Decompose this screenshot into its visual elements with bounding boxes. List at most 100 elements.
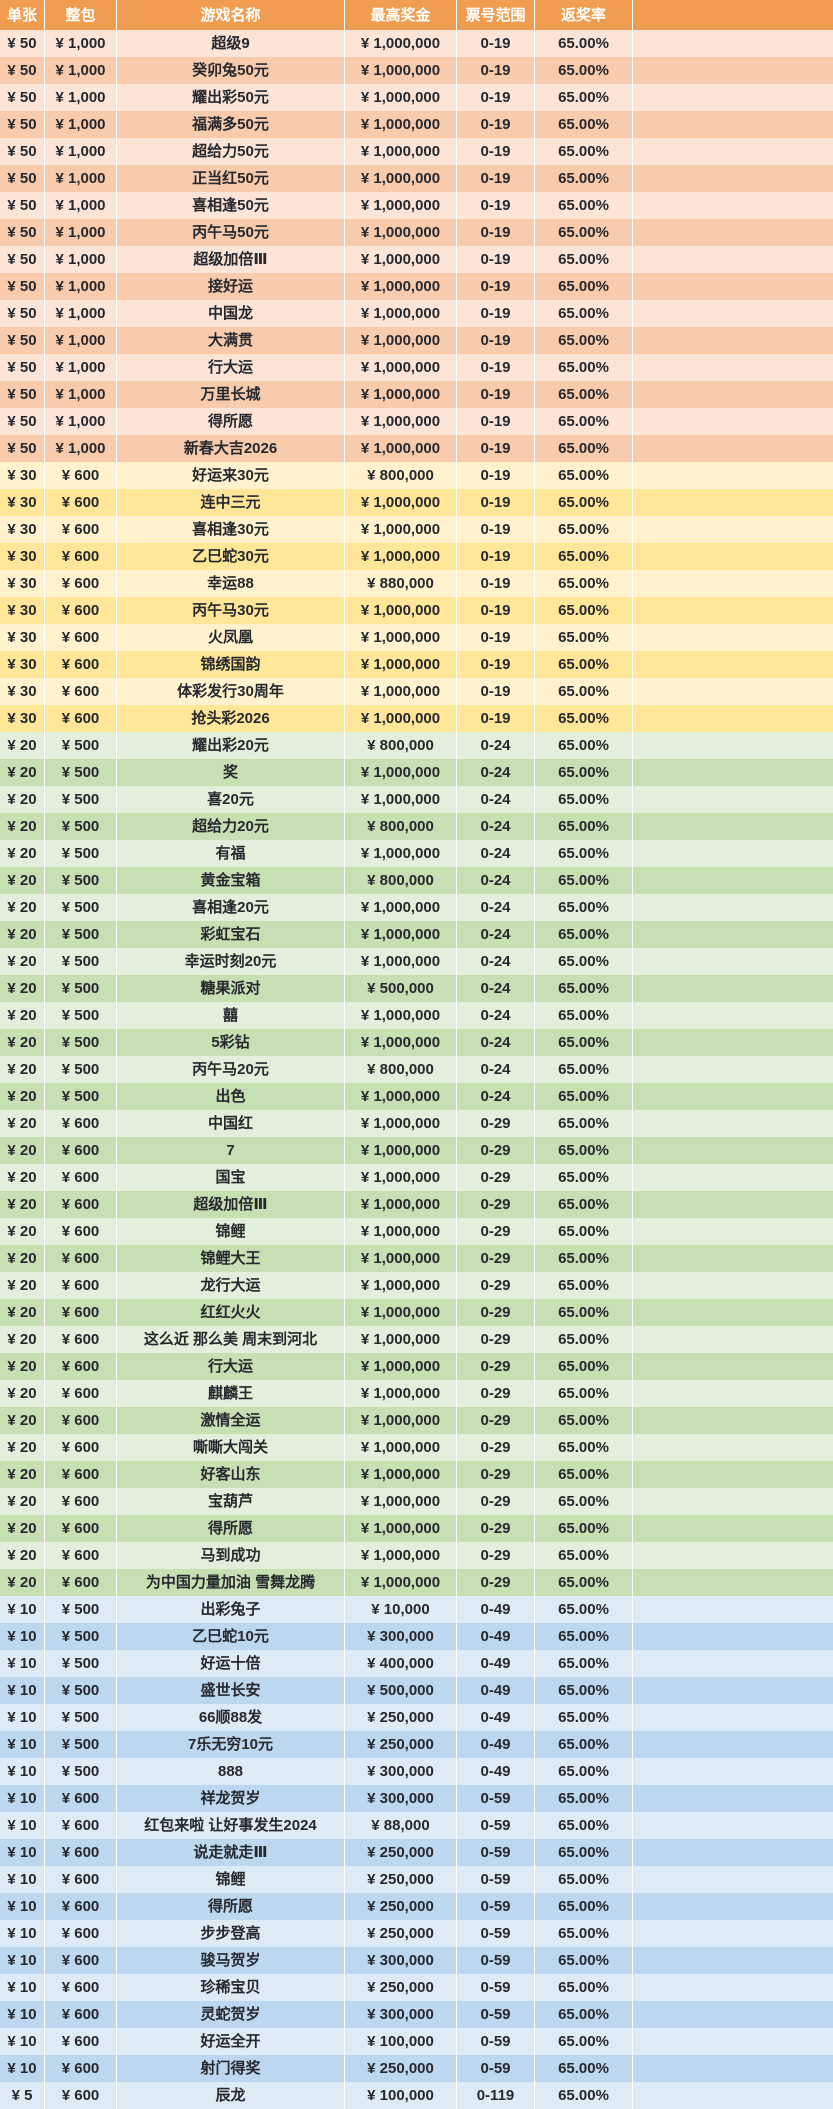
cell-prize: ¥ 400,000: [345, 1650, 457, 1677]
table-row: ¥ 30 ¥ 600 火凤凰 ¥ 1,000,000 0-19 65.00%: [0, 624, 833, 651]
cell-pack: ¥ 600: [45, 1137, 117, 1164]
table-row: ¥ 50 ¥ 1,000 喜相逢50元 ¥ 1,000,000 0-19 65.00%: [0, 192, 833, 219]
cell-filler: [633, 1191, 833, 1218]
cell-price: ¥ 50: [0, 219, 45, 246]
cell-pack: ¥ 600: [45, 1218, 117, 1245]
cell-range: 0-29: [457, 1272, 535, 1299]
cell-price: ¥ 10: [0, 2055, 45, 2082]
cell-prize: ¥ 1,000,000: [345, 111, 457, 138]
cell-price: ¥ 20: [0, 1164, 45, 1191]
cell-name: 正当红50元: [117, 165, 345, 192]
cell-name: 彩虹宝石: [117, 921, 345, 948]
cell-pack: ¥ 500: [45, 840, 117, 867]
cell-filler: [633, 1839, 833, 1866]
cell-prize: ¥ 1,000,000: [345, 1542, 457, 1569]
cell-filler: [633, 408, 833, 435]
cell-rate: 65.00%: [535, 2082, 633, 2109]
cell-rate: 65.00%: [535, 165, 633, 192]
cell-pack: ¥ 600: [45, 1812, 117, 1839]
cell-filler: [633, 1650, 833, 1677]
table-row: ¥ 20 ¥ 500 黄金宝箱 ¥ 800,000 0-24 65.00%: [0, 867, 833, 894]
cell-rate: 65.00%: [535, 30, 633, 57]
table-row: ¥ 10 ¥ 500 乙巳蛇10元 ¥ 300,000 0-49 65.00%: [0, 1623, 833, 1650]
cell-range: 0-19: [457, 273, 535, 300]
cell-pack: ¥ 600: [45, 2001, 117, 2028]
table-row: ¥ 10 ¥ 600 灵蛇贺岁 ¥ 300,000 0-59 65.00%: [0, 2001, 833, 2028]
cell-filler: [633, 381, 833, 408]
table-row: ¥ 20 ¥ 500 出色 ¥ 1,000,000 0-24 65.00%: [0, 1083, 833, 1110]
table-row: ¥ 20 ¥ 500 奖 ¥ 1,000,000 0-24 65.00%: [0, 759, 833, 786]
cell-pack: ¥ 1,000: [45, 57, 117, 84]
col-header-rate: 返奖率: [535, 0, 633, 30]
cell-range: 0-29: [457, 1542, 535, 1569]
cell-name: 乙巳蛇30元: [117, 543, 345, 570]
table-row: ¥ 30 ¥ 600 连中三元 ¥ 1,000,000 0-19 65.00%: [0, 489, 833, 516]
cell-pack: ¥ 600: [45, 1326, 117, 1353]
cell-name: 好客山东: [117, 1461, 345, 1488]
cell-range: 0-24: [457, 759, 535, 786]
table-row: ¥ 20 ¥ 600 激情全运 ¥ 1,000,000 0-29 65.00%: [0, 1407, 833, 1434]
table-row: ¥ 50 ¥ 1,000 新春大吉2026 ¥ 1,000,000 0-19 65.00%: [0, 435, 833, 462]
table-row: ¥ 20 ¥ 500 糖果派对 ¥ 500,000 0-24 65.00%: [0, 975, 833, 1002]
cell-filler: [633, 435, 833, 462]
cell-range: 0-29: [457, 1515, 535, 1542]
cell-filler: [633, 111, 833, 138]
cell-range: 0-29: [457, 1380, 535, 1407]
cell-name: 马到成功: [117, 1542, 345, 1569]
cell-price: ¥ 10: [0, 1866, 45, 1893]
cell-range: 0-19: [457, 192, 535, 219]
cell-rate: 65.00%: [535, 624, 633, 651]
cell-pack: ¥ 1,000: [45, 138, 117, 165]
cell-name: 红红火火: [117, 1299, 345, 1326]
cell-price: ¥ 50: [0, 57, 45, 84]
cell-prize: ¥ 1,000,000: [345, 192, 457, 219]
table-row: ¥ 10 ¥ 600 骏马贺岁 ¥ 300,000 0-59 65.00%: [0, 1947, 833, 1974]
cell-price: ¥ 10: [0, 1623, 45, 1650]
cell-price: ¥ 20: [0, 1515, 45, 1542]
cell-range: 0-19: [457, 678, 535, 705]
cell-filler: [633, 1758, 833, 1785]
cell-filler: [633, 1110, 833, 1137]
cell-rate: 65.00%: [535, 1758, 633, 1785]
cell-prize: ¥ 1,000,000: [345, 786, 457, 813]
cell-price: ¥ 20: [0, 1569, 45, 1596]
cell-prize: ¥ 100,000: [345, 2028, 457, 2055]
cell-name: 锦鲤: [117, 1218, 345, 1245]
cell-pack: ¥ 600: [45, 1299, 117, 1326]
table-row: ¥ 10 ¥ 500 出彩兔子 ¥ 10,000 0-49 65.00%: [0, 1596, 833, 1623]
table-row: ¥ 20 ¥ 600 超级加倍Ⅲ ¥ 1,000,000 0-29 65.00%: [0, 1191, 833, 1218]
cell-name: 得所愿: [117, 1893, 345, 1920]
table-row: ¥ 50 ¥ 1,000 超级9 ¥ 1,000,000 0-19 65.00%: [0, 30, 833, 57]
cell-range: 0-19: [457, 57, 535, 84]
cell-name: 步步登高: [117, 1920, 345, 1947]
table-row: ¥ 10 ¥ 600 红包来啦 让好事发生2024 ¥ 88,000 0-59 65.00…: [0, 1812, 833, 1839]
cell-pack: ¥ 500: [45, 975, 117, 1002]
cell-name: 糖果派对: [117, 975, 345, 1002]
cell-pack: ¥ 600: [45, 1407, 117, 1434]
cell-filler: [633, 1866, 833, 1893]
cell-price: ¥ 20: [0, 1245, 45, 1272]
cell-pack: ¥ 500: [45, 1083, 117, 1110]
cell-pack: ¥ 600: [45, 1515, 117, 1542]
cell-pack: ¥ 600: [45, 1434, 117, 1461]
table-row: ¥ 50 ¥ 1,000 万里长城 ¥ 1,000,000 0-19 65.00%: [0, 381, 833, 408]
cell-rate: 65.00%: [535, 408, 633, 435]
cell-filler: [633, 2001, 833, 2028]
cell-pack: ¥ 1,000: [45, 246, 117, 273]
cell-filler: [633, 300, 833, 327]
cell-price: ¥ 50: [0, 111, 45, 138]
cell-prize: ¥ 1,000,000: [345, 921, 457, 948]
cell-prize: ¥ 1,000,000: [345, 1110, 457, 1137]
cell-prize: ¥ 1,000,000: [345, 408, 457, 435]
cell-rate: 65.00%: [535, 1407, 633, 1434]
cell-rate: 65.00%: [535, 1542, 633, 1569]
cell-name: 乙巳蛇10元: [117, 1623, 345, 1650]
cell-pack: ¥ 1,000: [45, 327, 117, 354]
cell-prize: ¥ 300,000: [345, 1785, 457, 1812]
cell-price: ¥ 10: [0, 1596, 45, 1623]
cell-name: 中国龙: [117, 300, 345, 327]
table-row: ¥ 20 ¥ 500 有福 ¥ 1,000,000 0-24 65.00%: [0, 840, 833, 867]
cell-filler: [633, 1569, 833, 1596]
cell-prize: ¥ 1,000,000: [345, 1488, 457, 1515]
cell-rate: 65.00%: [535, 1164, 633, 1191]
